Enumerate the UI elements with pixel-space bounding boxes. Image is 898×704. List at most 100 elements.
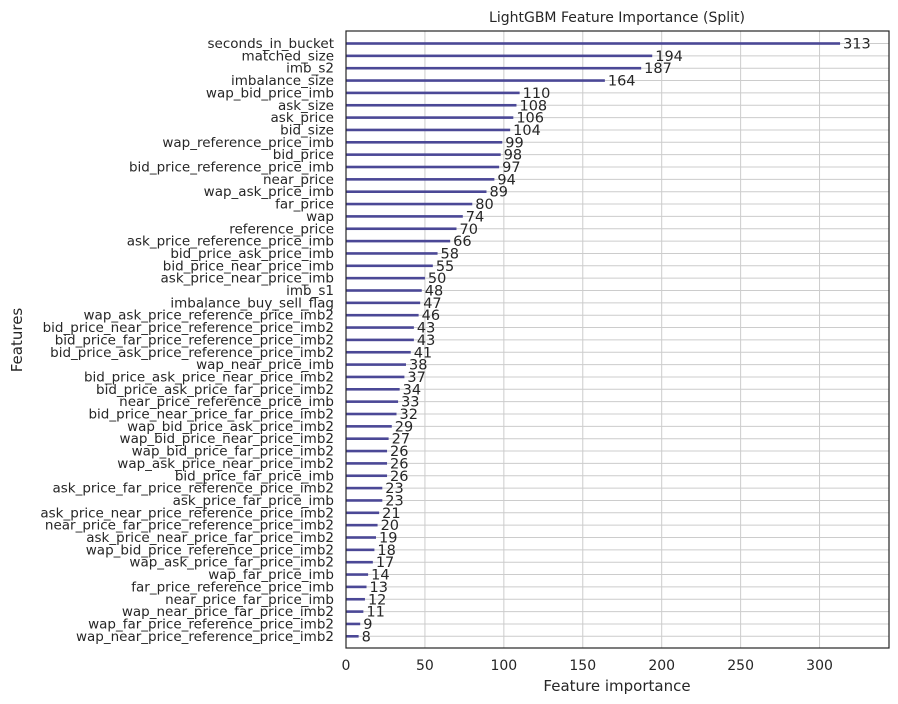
y-tick-label: near_price_far_price_reference_price_imb…: [45, 518, 334, 534]
y-tick-label: wap_bid_price_imb: [206, 85, 334, 101]
y-tick-label: bid_price_far_price_imb: [175, 468, 334, 484]
value-label: 47: [423, 296, 441, 312]
y-tick-label: wap_reference_price_imb: [162, 135, 334, 151]
bar: [346, 437, 389, 440]
y-tick-label: bid_price_reference_price_imb: [129, 160, 334, 176]
x-tick-label: 200: [648, 658, 675, 674]
value-label: 26: [390, 456, 408, 472]
value-label: 104: [513, 123, 541, 139]
y-tick-label: ask_price_far_price_reference_price_imb2: [52, 481, 334, 497]
bar: [346, 400, 399, 403]
y-tick-label: wap_near_price_far_price_imb2: [122, 604, 334, 620]
value-label: 26: [390, 444, 408, 460]
value-label: 164: [608, 74, 636, 90]
y-tick-label: wap_ask_price_far_price_imb2: [129, 555, 334, 571]
y-tick-label: bid_price_ask_price_imb: [170, 246, 334, 262]
y-tick-label: far_price: [275, 197, 334, 213]
y-tick-label: wap_far_price_reference_price_imb2: [88, 616, 334, 632]
bar: [346, 536, 376, 539]
value-label: 43: [417, 333, 435, 349]
y-tick-label: wap_near_price_reference_price_imb2: [76, 629, 334, 645]
y-tick-label: wap_far_price_imb: [208, 567, 334, 583]
y-tick-label: bid_price_ask_price_far_price_imb2: [96, 382, 334, 398]
bar: [346, 289, 422, 292]
value-label: 89: [489, 185, 507, 201]
value-label: 313: [843, 37, 871, 53]
bar: [346, 449, 388, 453]
value-labels: 3131941871641101081061049998979489807470…: [362, 37, 871, 646]
value-label: 9: [363, 617, 372, 633]
value-label: 80: [475, 197, 493, 213]
bar: [346, 264, 433, 268]
y-tick-label: wap_ask_price_reference_price_imb2: [84, 308, 334, 324]
value-label: 97: [502, 160, 520, 176]
value-label: 8: [362, 629, 371, 645]
value-label: 23: [385, 481, 403, 497]
y-tick-label: bid_price_near_price_far_price_imb2: [88, 407, 334, 423]
bar: [346, 190, 487, 193]
value-label: 18: [377, 543, 395, 559]
value-label: 19: [379, 531, 397, 547]
y-tick-label: matched_size: [242, 48, 335, 64]
y-tick-label: wap_near_price_imb: [196, 357, 334, 373]
bar: [346, 597, 365, 601]
value-label: 13: [370, 580, 388, 596]
value-label: 29: [395, 419, 413, 435]
bar: [346, 486, 383, 490]
bar: [346, 610, 364, 613]
y-tick-label: bid_price_near_price_reference_price_imb…: [43, 320, 334, 336]
bar: [346, 165, 500, 169]
x-tick-labels: 0 50 100 150 200 250 300: [342, 658, 833, 674]
value-label: 32: [400, 407, 418, 423]
y-tick-label: bid_price_ask_price_reference_price_imb2: [50, 345, 334, 361]
value-label: 17: [376, 555, 394, 571]
bar: [346, 622, 361, 626]
y-tick-label: far_price_reference_price_imb: [131, 579, 334, 595]
value-label: 11: [366, 605, 384, 621]
value-label: 20: [381, 518, 399, 534]
value-label: 33: [401, 395, 419, 411]
value-label: 74: [466, 209, 484, 225]
bar: [346, 338, 414, 342]
bar: [346, 499, 383, 502]
value-label: 58: [441, 246, 459, 262]
bar: [346, 585, 367, 589]
bar: [346, 635, 359, 638]
value-label: 27: [392, 432, 410, 448]
y-tick-label: wap_bid_price_far_price_imb2: [132, 444, 334, 460]
y-tick-label: near_price_reference_price_imb: [119, 394, 334, 410]
y-tick-labels: seconds_in_bucketmatched_sizeimb_s2imbal…: [40, 36, 334, 645]
y-axis-title: Features: [8, 308, 26, 373]
bar: [346, 116, 514, 119]
value-label: 41: [414, 345, 432, 361]
bar: [346, 313, 419, 317]
value-label: 26: [390, 469, 408, 485]
y-tick-label: ask_price: [271, 110, 334, 126]
y-tick-label: near_price_far_price_imb: [165, 592, 334, 608]
bar: [346, 66, 642, 70]
value-label: 23: [385, 493, 403, 509]
y-tick-label: bid_size: [280, 122, 334, 138]
bars: [346, 42, 841, 638]
y-tick-label: wap_ask_price_imb: [204, 184, 334, 200]
bar: [346, 42, 841, 45]
bar: [346, 474, 388, 478]
bar: [346, 79, 605, 82]
value-label: 108: [519, 98, 547, 114]
value-label: 46: [422, 308, 440, 324]
bar: [346, 276, 425, 280]
y-tick-label: ask_size: [278, 98, 334, 114]
y-tick-label: imb_s1: [286, 283, 334, 299]
y-tick-label: bid_price: [273, 147, 334, 163]
bar: [346, 375, 405, 379]
y-tick-label: wap_bid_price_reference_price_imb2: [86, 542, 334, 558]
y-tick-label: wap: [306, 209, 334, 225]
bar: [346, 388, 400, 391]
bar: [346, 425, 392, 428]
x-tick-label: 150: [569, 658, 596, 674]
bar: [346, 511, 380, 515]
y-tick-label: ask_price_near_price_reference_price_imb…: [40, 505, 334, 521]
x-tick-label: 250: [727, 658, 754, 674]
y-tick-label: wap_ask_price_near_price_imb2: [117, 456, 334, 472]
